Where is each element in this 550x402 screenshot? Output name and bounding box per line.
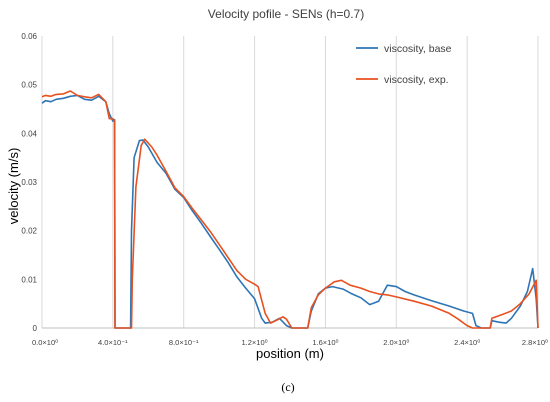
x-axis-label: position (m) <box>256 346 324 361</box>
x-tick-label: 4.0×10⁻¹ <box>98 338 128 347</box>
series-line-exp <box>41 90 539 329</box>
legend-label: viscosity, exp. <box>384 74 449 86</box>
x-tick-label: 0.0×10⁰ <box>32 338 58 347</box>
x-tick-label: 2.4×10⁰ <box>454 338 480 347</box>
x-tick-label: 8.0×10⁻¹ <box>169 338 199 347</box>
y-tick-label: 0.06 <box>21 32 37 41</box>
y-tick-label: 0.03 <box>21 178 37 187</box>
x-tick-label: 1.6×10⁰ <box>312 338 338 347</box>
y-tick-label: 0.02 <box>21 227 37 236</box>
y-tick-label: 0 <box>33 324 38 333</box>
y-tick-labels: 0 0.01 0.02 0.03 0.04 0.05 0.06 <box>21 32 37 333</box>
series-layer <box>41 90 539 329</box>
figure-caption: (c) <box>281 380 294 394</box>
grid-lines <box>41 36 539 328</box>
y-tick-label: 0.01 <box>21 275 37 284</box>
legend-label: viscosity, base <box>384 43 452 55</box>
x-tick-label: 2.0×10⁰ <box>383 338 409 347</box>
y-tick-label: 0.04 <box>21 129 37 138</box>
x-tick-label: 1.2×10⁰ <box>241 338 267 347</box>
x-tick-label: 2.8×10⁰ <box>522 338 548 347</box>
chart-title: Velocity pofile - SENs (h=0.7) <box>208 7 364 21</box>
x-tick-labels: 0.0×10⁰ 4.0×10⁻¹ 8.0×10⁻¹ 1.2×10⁰ 1.6×10⁰ 2.0… <box>32 338 548 347</box>
y-tick-label: 0.05 <box>21 81 37 90</box>
legend: viscosity, base viscosity, exp. <box>356 43 452 86</box>
series-line-base <box>41 94 539 329</box>
y-axis-label: velocity (m/s) <box>6 148 21 225</box>
